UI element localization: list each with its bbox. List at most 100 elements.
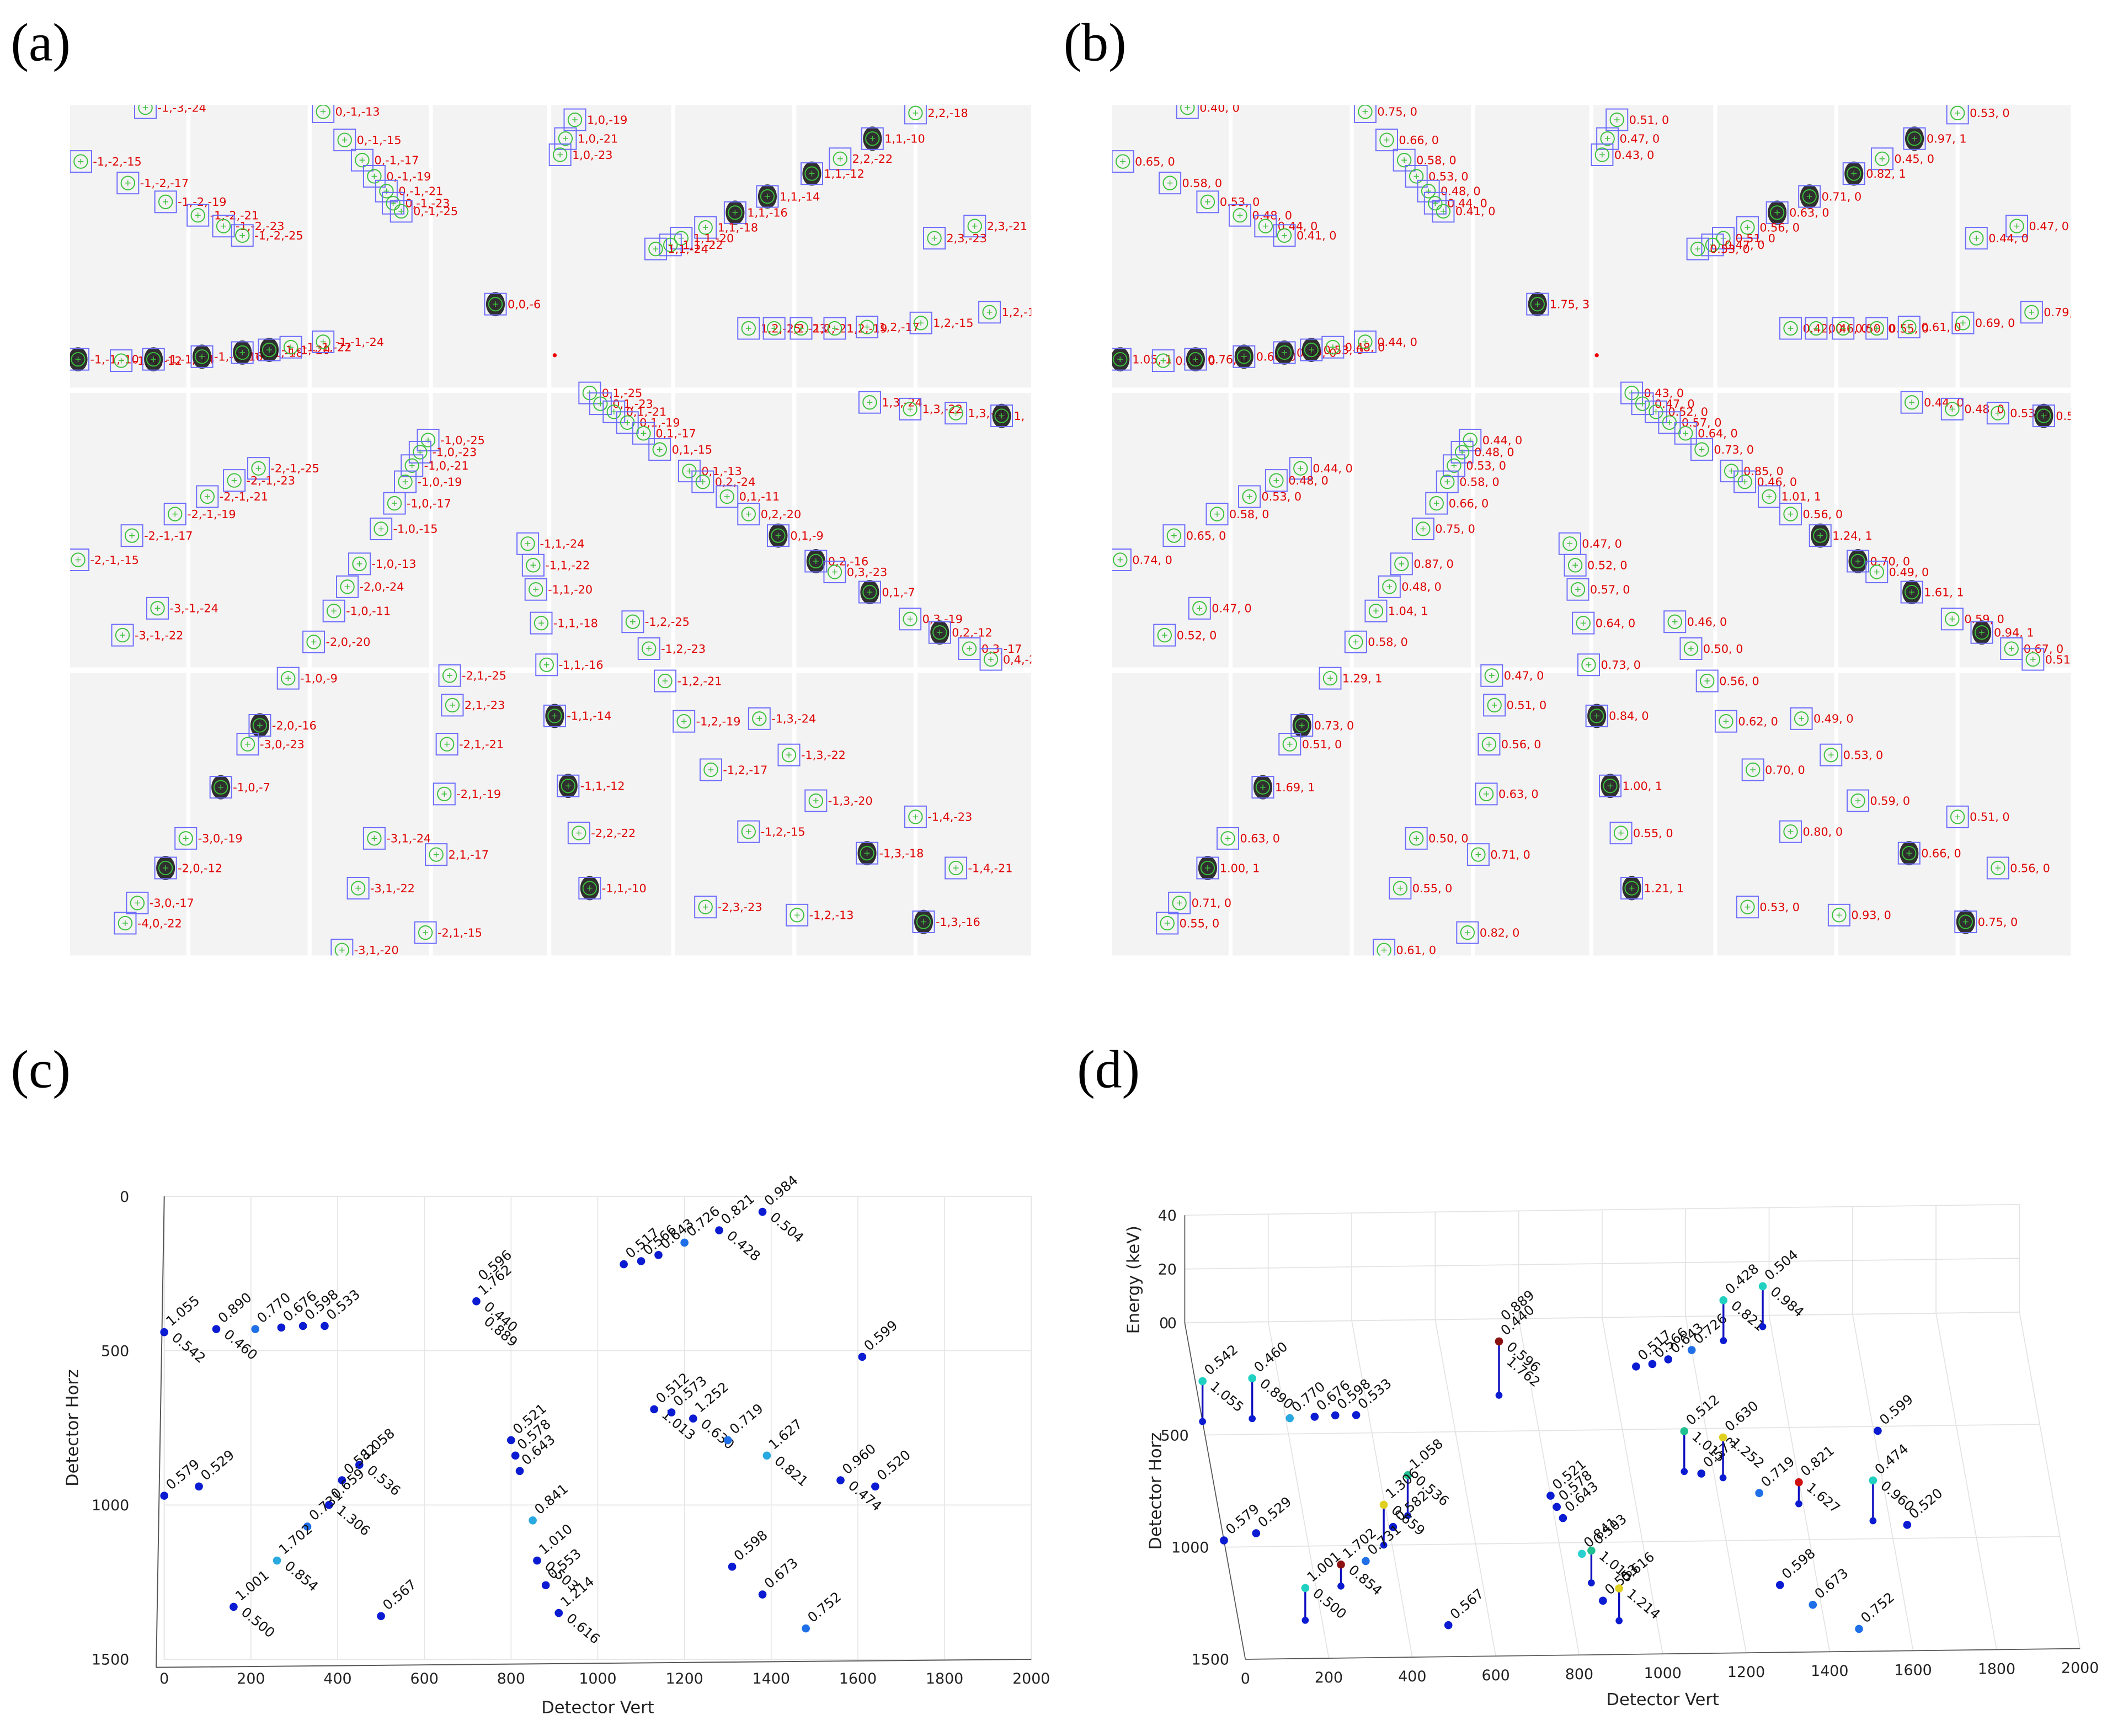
spot-label: 0.53, 0 (1262, 490, 1302, 503)
spot-circle (913, 316, 929, 331)
spot-circle (766, 321, 782, 336)
spot-box (990, 404, 1014, 428)
spot-box (1897, 316, 1921, 339)
point (723, 1436, 732, 1445)
spot-circle (1836, 321, 1850, 336)
spot-box (1566, 578, 1589, 601)
spot-circle (698, 899, 713, 914)
spot-circle (719, 489, 734, 504)
point (507, 1436, 515, 1445)
spot-box (899, 608, 922, 631)
spot-box (823, 560, 846, 583)
spot-circle (150, 601, 165, 616)
spot-label: 0.48, 0 (1474, 446, 1514, 459)
spot-circle (178, 831, 193, 846)
spot-circle (355, 153, 370, 168)
spot-circle (1991, 406, 2005, 420)
spot-box (1353, 105, 1377, 123)
spot-circle (413, 445, 428, 460)
spot-box (1940, 397, 1964, 420)
axis-line (1184, 1323, 1246, 1660)
spot-circle (1421, 184, 1436, 199)
spot-circle (1719, 714, 1733, 729)
spot-circle (558, 131, 573, 146)
point-label: 0.536 (364, 1462, 404, 1499)
spot-circle (352, 556, 367, 572)
spot-circle (216, 219, 231, 233)
point-label: 0.428 (724, 1227, 764, 1264)
spot-box (1251, 776, 1274, 799)
spot-box (899, 397, 922, 420)
point (1577, 1549, 1586, 1558)
point-label: 1.013 (659, 1407, 698, 1444)
point (1795, 1478, 1803, 1487)
spot-box (433, 782, 456, 806)
spot-circle (168, 507, 183, 521)
spot-label: 0.59, 0 (1870, 794, 1911, 807)
spot-box (1423, 191, 1447, 215)
spot-label: 0.85, 0 (1743, 465, 1784, 478)
spot-circle (1746, 762, 1761, 778)
spot-box (1701, 233, 1724, 257)
spot-circle (903, 402, 918, 417)
point (689, 1414, 697, 1423)
spot-label: 0.50, 0 (1703, 642, 1743, 656)
spot-circle (306, 635, 321, 649)
spot-box (1798, 185, 1821, 208)
spot-box (223, 469, 246, 492)
spot-box (1153, 624, 1176, 647)
point-label: 0.599 (1876, 1391, 1916, 1428)
stem-base (1404, 1512, 1411, 1519)
spot-label: -1,1,-22 (545, 559, 590, 572)
spot-label: 0.44, 0 (1313, 462, 1353, 475)
spot-label: 0,1,-11 (739, 490, 780, 503)
y-tick-label: 0 (1159, 1315, 1169, 1332)
point (802, 1624, 810, 1633)
point (680, 1238, 689, 1247)
spot-label: -1,2,-23 (661, 642, 706, 656)
spot-circle (437, 786, 452, 802)
spot-circle (442, 668, 457, 683)
point-label: 1.214 (1624, 1585, 1663, 1622)
spot-box (302, 630, 326, 653)
spot-circle (387, 496, 402, 511)
point-label: 0.821 (771, 1452, 811, 1489)
spot-box (414, 921, 437, 944)
spot-circle (728, 205, 743, 220)
spot-circle (1368, 604, 1384, 619)
y-tick-label: 1000 (1171, 1540, 1209, 1557)
spot-circle (534, 615, 549, 631)
spot-box (1112, 348, 1132, 371)
spot-circle (1160, 915, 1175, 931)
spot-box (1620, 877, 1644, 900)
point-label: 0.542 (1201, 1341, 1241, 1378)
x-tick-label: 1200 (1727, 1664, 1765, 1681)
spot-circle (327, 604, 342, 619)
spot-label: 0.97, 1 (1927, 132, 1967, 146)
spot-box (1897, 842, 1921, 865)
spot-circle (636, 426, 651, 441)
spot-circle (71, 352, 86, 367)
spot-label: 0.53, 0 (1466, 459, 1506, 472)
point (1855, 1625, 1863, 1633)
spot-label: -1,4,-21 (968, 861, 1013, 875)
point (377, 1612, 385, 1621)
spot-box (637, 637, 660, 660)
spot-label: 1.21, 1 (1644, 882, 1684, 895)
spot-label: 0.44, 0 (1447, 197, 1487, 210)
spot-label: 0,-1,-19 (386, 170, 431, 183)
spot-label: 0.62, 0 (1738, 715, 1778, 728)
spot-label: -1,0,-19 (417, 475, 462, 488)
spot-circle (252, 718, 268, 733)
spot-label: -1,2,-15 (761, 825, 806, 838)
spot-circle (1233, 208, 1247, 223)
point (541, 1581, 550, 1590)
spot-circle (927, 231, 942, 246)
spot-label: 0.53, 0 (1759, 901, 1800, 914)
spot-label: -2,3,-23 (718, 901, 762, 914)
spot-circle (862, 584, 877, 600)
spot-label: -2,0,-16 (272, 719, 317, 732)
spot-box (823, 317, 846, 340)
spot-circle (582, 881, 598, 896)
spot-label: 1,2,-23 (786, 322, 826, 335)
